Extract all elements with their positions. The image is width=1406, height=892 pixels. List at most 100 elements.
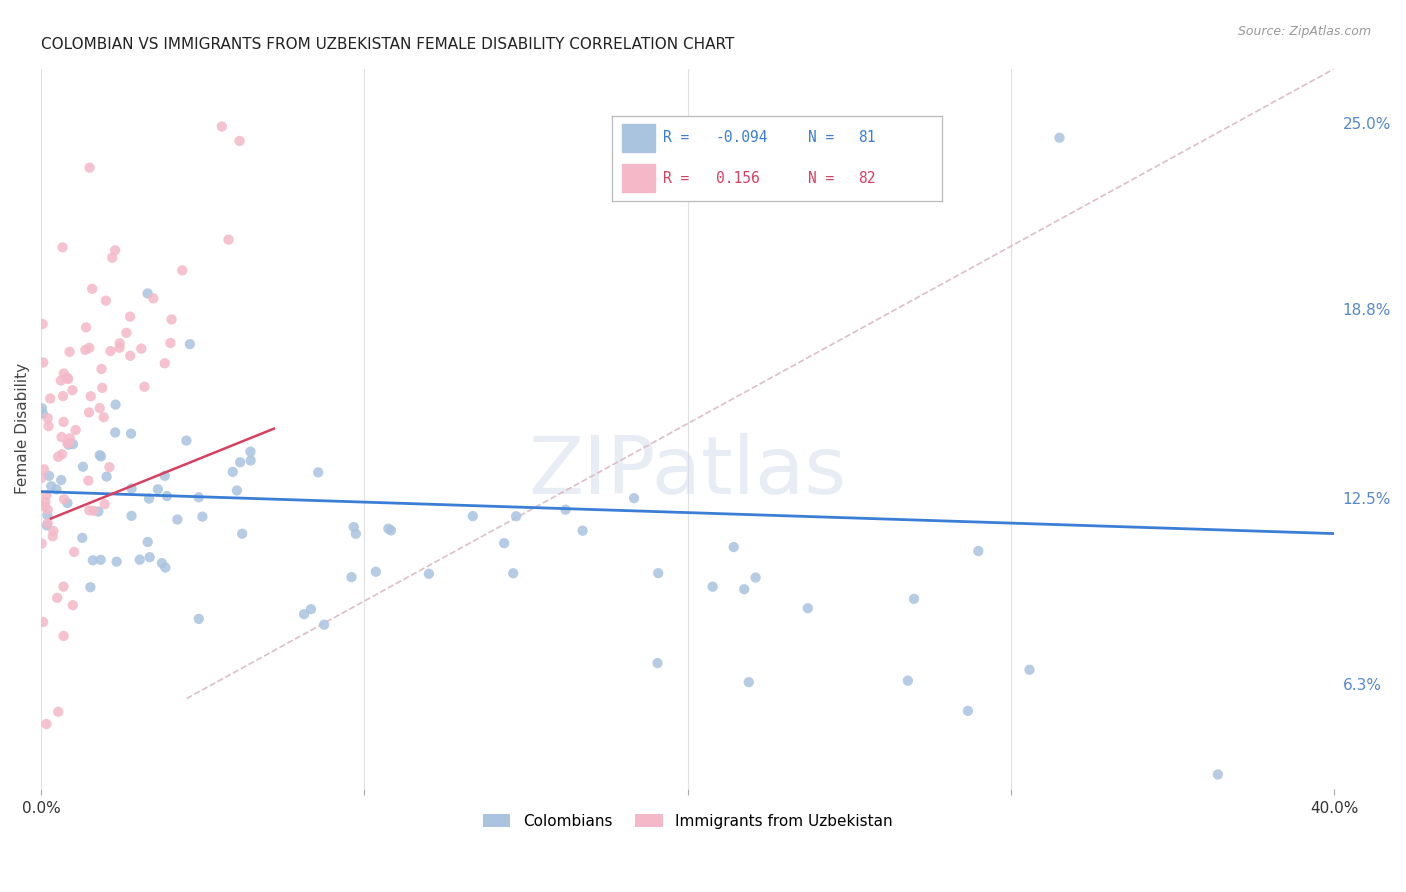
Point — [62, 599, 84, 613]
Point — [45, 483, 67, 497]
Point — [93, 497, 115, 511]
Point — [104, 398, 127, 412]
Point — [225, 483, 247, 498]
Point — [231, 526, 253, 541]
Point — [120, 310, 142, 324]
Point — [63, 545, 86, 559]
Point — [79, 503, 101, 517]
Point — [153, 468, 176, 483]
Text: 81: 81 — [858, 130, 876, 145]
Point — [179, 337, 201, 351]
Point — [418, 566, 440, 581]
Point — [505, 509, 527, 524]
Point — [31, 536, 53, 550]
Point — [46, 591, 69, 605]
Point — [344, 526, 367, 541]
Point — [65, 423, 87, 437]
Point — [31, 317, 53, 331]
Point — [120, 349, 142, 363]
Point — [56, 496, 79, 510]
Point — [90, 450, 112, 464]
Point — [34, 500, 56, 514]
Point — [104, 425, 127, 440]
Point — [292, 607, 315, 622]
Point — [51, 473, 73, 487]
Point — [90, 553, 112, 567]
Point — [461, 509, 484, 524]
Text: COLOMBIAN VS IMMIGRANTS FROM UZBEKISTAN FEMALE DISABILITY CORRELATION CHART: COLOMBIAN VS IMMIGRANTS FROM UZBEKISTAN … — [41, 37, 734, 53]
Text: R =: R = — [662, 170, 707, 186]
Point — [38, 468, 60, 483]
Point — [58, 344, 80, 359]
Point — [51, 430, 73, 444]
Point — [31, 401, 53, 416]
Point — [956, 704, 979, 718]
Point — [239, 444, 262, 458]
Point — [138, 491, 160, 506]
Point — [89, 401, 111, 416]
Point — [56, 436, 79, 450]
Point — [278, 37, 301, 52]
Point — [502, 566, 524, 581]
Point — [58, 436, 80, 450]
Point — [51, 447, 73, 461]
Point — [218, 233, 240, 247]
Y-axis label: Female Disability: Female Disability — [15, 363, 30, 494]
Bar — [621, 164, 655, 192]
Point — [108, 341, 131, 355]
Point — [128, 552, 150, 566]
Point — [744, 570, 766, 584]
Point — [723, 540, 745, 554]
Point — [239, 453, 262, 467]
Point — [52, 367, 75, 381]
Point — [108, 336, 131, 351]
Point — [380, 524, 402, 538]
Point — [903, 591, 925, 606]
Point — [228, 134, 250, 148]
Point — [94, 293, 117, 308]
Point — [52, 240, 75, 254]
Point — [159, 335, 181, 350]
Point — [38, 419, 60, 434]
Point — [56, 372, 79, 386]
Point — [105, 555, 128, 569]
Point — [52, 629, 75, 643]
Point — [172, 263, 194, 277]
Point — [153, 356, 176, 370]
Point — [155, 560, 177, 574]
Point — [129, 342, 152, 356]
Point — [72, 459, 94, 474]
Point — [53, 492, 76, 507]
Point — [82, 282, 104, 296]
Point — [98, 460, 121, 475]
Text: -0.094: -0.094 — [716, 130, 768, 145]
Point — [41, 529, 63, 543]
Point — [1018, 663, 1040, 677]
Point — [62, 437, 84, 451]
Point — [32, 462, 55, 476]
Point — [39, 392, 62, 406]
Point — [897, 673, 920, 688]
Point — [150, 556, 173, 570]
Point — [134, 380, 156, 394]
Point — [35, 717, 58, 731]
Point — [52, 580, 75, 594]
Point — [299, 602, 322, 616]
Point — [307, 466, 329, 480]
Point — [30, 471, 52, 485]
Point — [187, 612, 209, 626]
Text: 82: 82 — [858, 170, 876, 186]
Point — [571, 524, 593, 538]
Point — [364, 565, 387, 579]
Point — [1206, 767, 1229, 781]
Point — [56, 371, 79, 385]
Point — [52, 415, 75, 429]
Point — [52, 389, 75, 403]
Point — [75, 343, 97, 357]
Text: 0.156: 0.156 — [716, 170, 759, 186]
Point — [377, 522, 399, 536]
Point — [121, 482, 143, 496]
Point — [121, 508, 143, 523]
Point — [156, 489, 179, 503]
Point — [104, 244, 127, 258]
